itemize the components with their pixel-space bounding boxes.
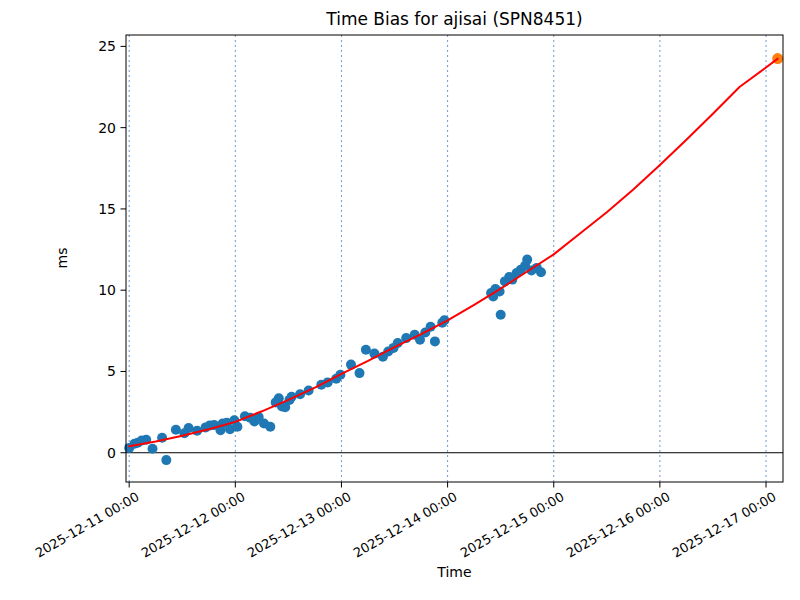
bias-measurements-marker [496,310,506,320]
bias-measurements-marker [361,345,371,355]
trend-fit [129,59,778,447]
bias-measurements-marker [265,422,275,432]
plot-border [126,35,783,482]
y-tick-label: 15 [76,202,116,216]
bias-measurements-marker [536,267,546,277]
bias-measurements-marker [355,368,365,378]
y-tick-label: 25 [76,39,116,53]
x-axis-label: Time [126,564,783,580]
y-tick-label: 20 [76,121,116,135]
chart-figure: Time Bias for ajisai (SPN8451) ms 051015… [0,0,800,600]
bias-measurements-marker [148,444,158,454]
bias-measurements-marker [161,455,171,465]
y-tick-label: 5 [76,364,116,378]
bias-measurements-marker [430,336,440,346]
y-tick-label: 0 [76,446,116,460]
y-tick-label: 10 [76,283,116,297]
bias-measurements-marker [522,255,532,265]
bias-measurements-marker [184,423,194,433]
